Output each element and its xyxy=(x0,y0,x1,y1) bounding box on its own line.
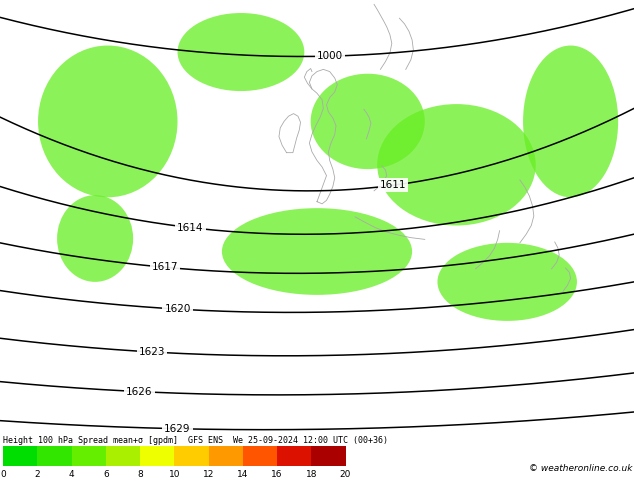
Text: 1614: 1614 xyxy=(177,222,204,233)
Text: 4: 4 xyxy=(69,470,74,479)
Text: 8: 8 xyxy=(137,470,143,479)
Bar xyxy=(140,446,174,466)
Ellipse shape xyxy=(222,208,412,295)
Text: 14: 14 xyxy=(237,470,249,479)
Text: 1623: 1623 xyxy=(139,347,165,357)
Ellipse shape xyxy=(377,104,536,225)
Text: 1000: 1000 xyxy=(316,51,343,61)
Text: 1617: 1617 xyxy=(152,262,178,272)
Text: 12: 12 xyxy=(203,470,214,479)
Text: © weatheronline.co.uk: © weatheronline.co.uk xyxy=(529,464,633,473)
Text: Height 100 hPa Spread mean+σ [gpdm]  GFS ENS  We 25-09-2024 12:00 UTC (00+36): Height 100 hPa Spread mean+σ [gpdm] GFS … xyxy=(3,437,388,445)
Bar xyxy=(3,446,37,466)
Bar xyxy=(106,446,140,466)
Bar xyxy=(72,446,106,466)
Text: 6: 6 xyxy=(103,470,109,479)
Ellipse shape xyxy=(523,46,618,197)
Text: 20: 20 xyxy=(340,470,351,479)
Ellipse shape xyxy=(178,13,304,91)
Bar xyxy=(174,446,209,466)
Text: 16: 16 xyxy=(271,470,283,479)
Text: 2: 2 xyxy=(35,470,40,479)
Text: 18: 18 xyxy=(306,470,317,479)
Text: 1629: 1629 xyxy=(164,424,191,434)
Bar xyxy=(243,446,277,466)
Text: 1620: 1620 xyxy=(164,304,191,314)
Text: 1611: 1611 xyxy=(380,180,406,190)
Bar xyxy=(37,446,72,466)
Text: 1626: 1626 xyxy=(126,387,153,396)
Ellipse shape xyxy=(437,243,577,321)
Ellipse shape xyxy=(57,195,133,282)
Text: 0: 0 xyxy=(0,470,6,479)
Bar xyxy=(311,446,346,466)
Ellipse shape xyxy=(38,46,178,197)
Text: 10: 10 xyxy=(169,470,180,479)
Bar xyxy=(209,446,243,466)
Ellipse shape xyxy=(311,74,425,169)
Bar xyxy=(277,446,311,466)
